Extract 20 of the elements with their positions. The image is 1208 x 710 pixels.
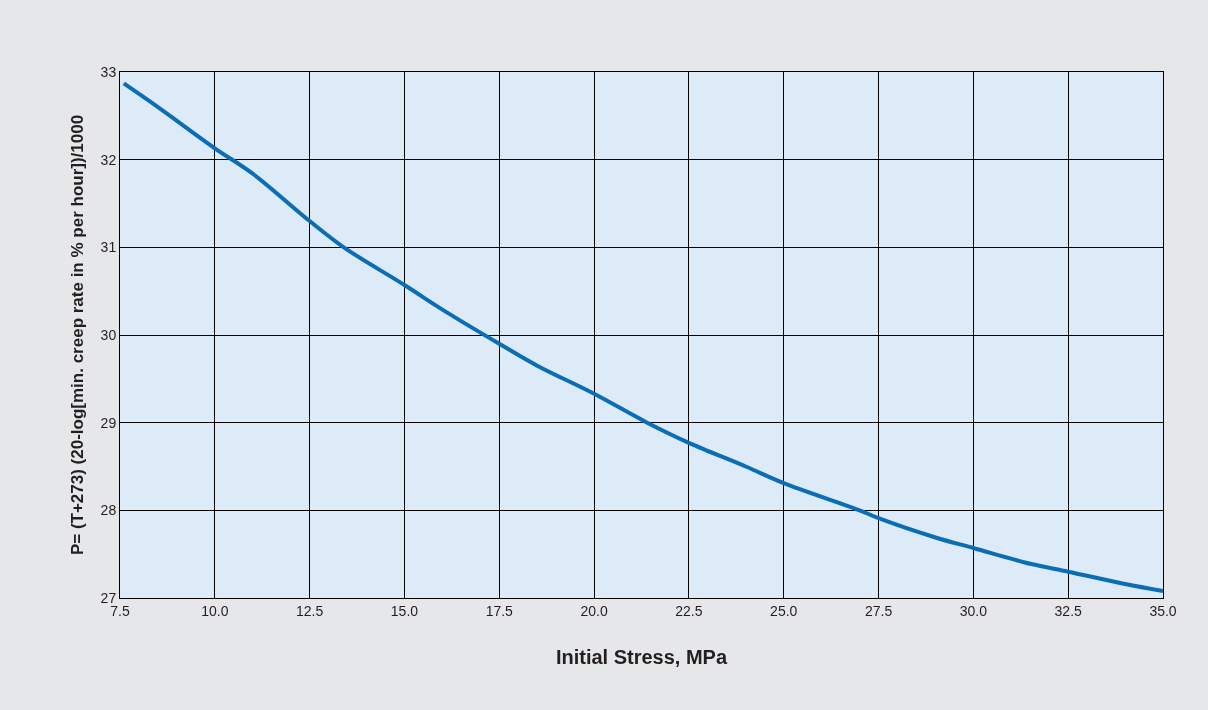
x-tick-label: 15.0 — [390, 602, 419, 619]
x-tick-label: 12.5 — [296, 602, 324, 619]
x-axis-title: Initial Stress, MPa — [555, 646, 728, 669]
y-tick-label: 31 — [100, 239, 117, 256]
y-axis-title: P= (T+273) (20-log[min. creep rate in % per hour])/1000 — [68, 114, 88, 556]
x-tick-label: 25.0 — [770, 602, 798, 619]
y-tick-label: 30 — [100, 326, 117, 343]
y-tick-label: 29 — [100, 414, 117, 431]
y-tick-label: 33 — [100, 63, 117, 80]
x-tick-label: 32.5 — [1054, 602, 1083, 619]
x-tick-label: 30.0 — [959, 602, 988, 619]
x-tick-label: 35.0 — [1149, 602, 1177, 619]
y-tick-label: 28 — [100, 502, 117, 519]
x-tick-label: 17.5 — [485, 602, 514, 619]
x-tick-label: 22.5 — [675, 602, 703, 619]
x-tick-label: 27.5 — [864, 602, 893, 619]
x-tick-label: 20.0 — [580, 602, 608, 619]
line-series — [121, 81, 1163, 593]
y-tick-label: 32 — [100, 151, 117, 168]
x-tick-label: 10.0 — [201, 602, 229, 619]
